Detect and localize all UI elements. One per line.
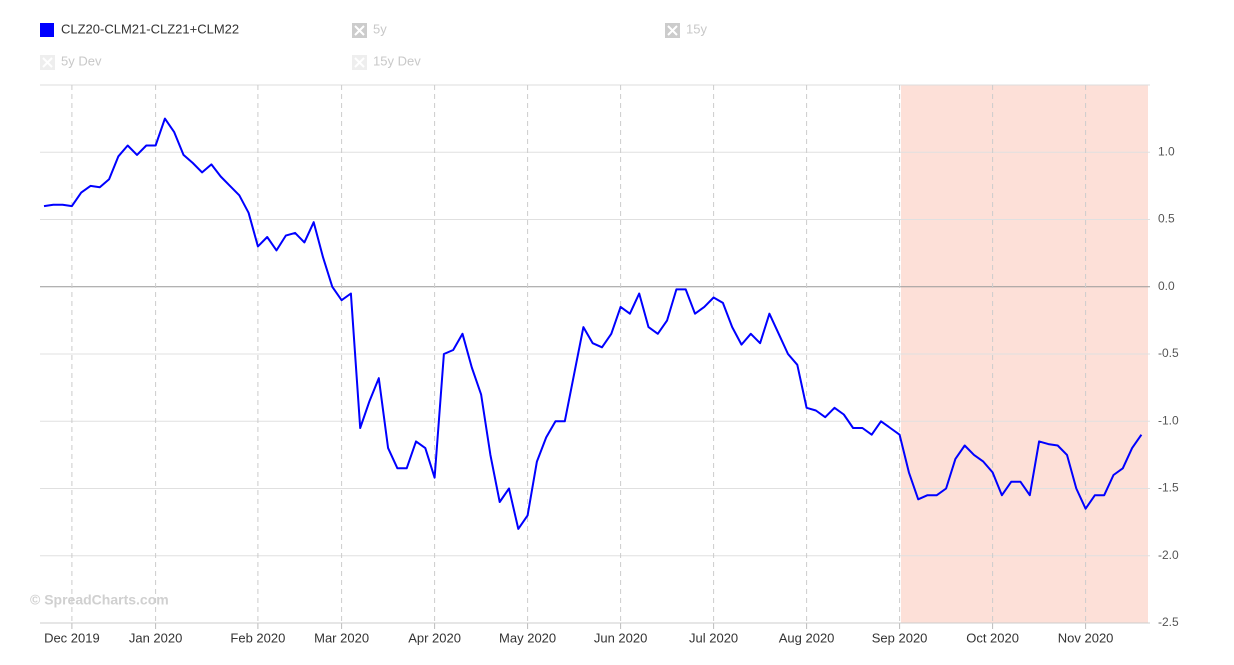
y-tick-label: 0.5	[1158, 212, 1175, 226]
y-tick-label: 1.0	[1158, 144, 1175, 158]
x-tick-label: Aug 2020	[779, 630, 835, 645]
legend-label: 5y Dev	[61, 53, 102, 68]
legend-label: 15y Dev	[373, 53, 421, 68]
y-tick-label: -2.0	[1158, 548, 1179, 562]
legend-item[interactable]: CLZ20-CLM21-CLZ21+CLM22	[40, 21, 239, 37]
watermark: © SpreadCharts.com	[30, 592, 169, 608]
legend-label: 15y	[686, 21, 707, 36]
legend-icon	[667, 25, 678, 36]
x-tick-label: May 2020	[499, 630, 556, 645]
legend-item[interactable]: 5y Dev	[40, 53, 102, 70]
legend-item[interactable]: 15y Dev	[352, 53, 421, 70]
x-tick-label: Mar 2020	[314, 630, 369, 645]
y-tick-label: -0.5	[1158, 346, 1179, 360]
x-tick-label: Oct 2020	[966, 630, 1019, 645]
x-tick-label: Jan 2020	[129, 630, 183, 645]
legend-icon	[42, 57, 53, 68]
x-tick-label: Apr 2020	[408, 630, 461, 645]
legend: CLZ20-CLM21-CLZ21+CLM22 5y 15y 5y Dev 15…	[40, 21, 707, 70]
legend-label: CLZ20-CLM21-CLZ21+CLM22	[61, 21, 239, 36]
x-tick-label: Jul 2020	[689, 630, 738, 645]
x-tick-label: Jun 2020	[594, 630, 648, 645]
x-tick-label: Feb 2020	[230, 630, 285, 645]
legend-icon	[354, 57, 365, 68]
y-tick-label: -2.5	[1158, 615, 1179, 629]
legend-item[interactable]: 5y	[352, 21, 387, 38]
x-tick-label: Sep 2020	[872, 630, 928, 645]
x-tick-label: Nov 2020	[1058, 630, 1114, 645]
legend-swatch	[40, 23, 54, 37]
y-tick-label: -1.5	[1158, 481, 1179, 495]
y-tick-label: -1.0	[1158, 413, 1179, 427]
legend-label: 5y	[373, 21, 387, 36]
x-tick-label: Dec 2019	[44, 630, 100, 645]
series-line	[43, 117, 1143, 530]
legend-icon	[354, 25, 365, 36]
legend-item[interactable]: 15y	[665, 21, 707, 38]
y-tick-label: 0.0	[1158, 279, 1175, 293]
